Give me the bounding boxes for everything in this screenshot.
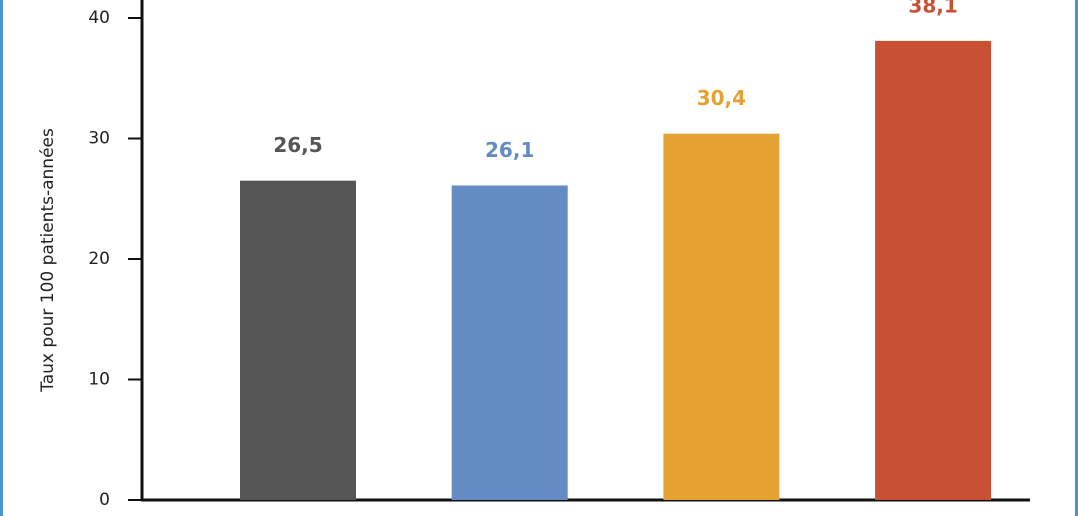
bar: [240, 180, 356, 501]
bar: [663, 133, 780, 500]
y-tick-label: 0: [99, 490, 110, 510]
y-tick-label: 30: [88, 129, 110, 149]
y-axis-title: Taux pour 100 patients-années: [38, 128, 58, 393]
value-label: 26,1: [485, 138, 534, 162]
value-label: 38,1: [908, 0, 957, 17]
bar: [451, 185, 568, 500]
y-tick-label: 20: [88, 249, 110, 269]
y-tick-label: 40: [88, 8, 110, 28]
y-tick-label: 10: [88, 370, 110, 390]
value-label: 30,4: [697, 86, 746, 110]
bar: [875, 40, 992, 501]
value-label: 26,5: [273, 133, 322, 157]
